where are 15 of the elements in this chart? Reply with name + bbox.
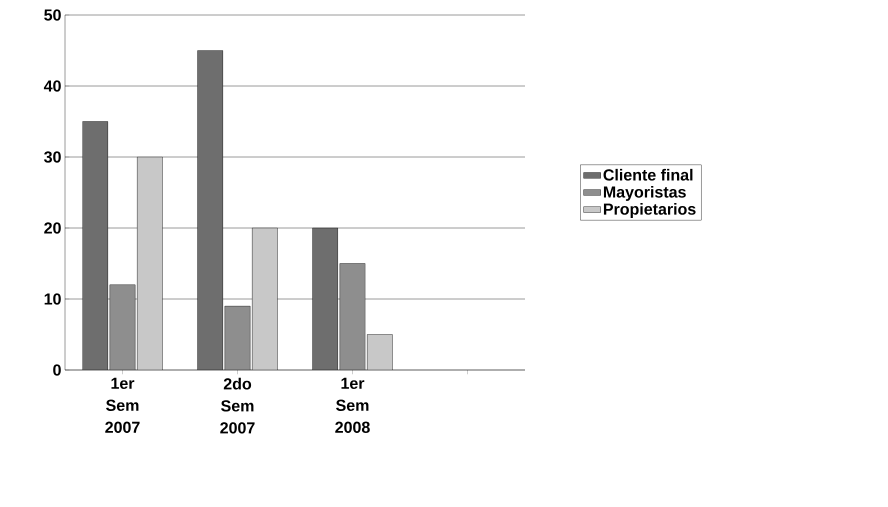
y-tick-label: 50 xyxy=(44,9,61,21)
y-tick-label: 10 xyxy=(44,293,61,305)
legend-label: Propietarios xyxy=(604,203,696,218)
bar xyxy=(136,156,163,370)
x-tick-label: 2do Sem 2007 xyxy=(220,378,255,434)
legend-label: Mayoristas xyxy=(604,186,686,201)
y-tick-label: 0 xyxy=(53,364,61,376)
y-tick-label: 20 xyxy=(44,222,61,234)
bar xyxy=(366,334,393,370)
bar xyxy=(252,228,278,370)
x-tick-label: 1er Sem 2008 xyxy=(335,378,370,433)
y-tick-label: 40 xyxy=(44,80,61,92)
y-tick-label: 30 xyxy=(44,151,61,163)
x-tick-label: 1er Sem 2007 xyxy=(105,378,140,433)
legend-label: Cliente final xyxy=(604,168,692,181)
